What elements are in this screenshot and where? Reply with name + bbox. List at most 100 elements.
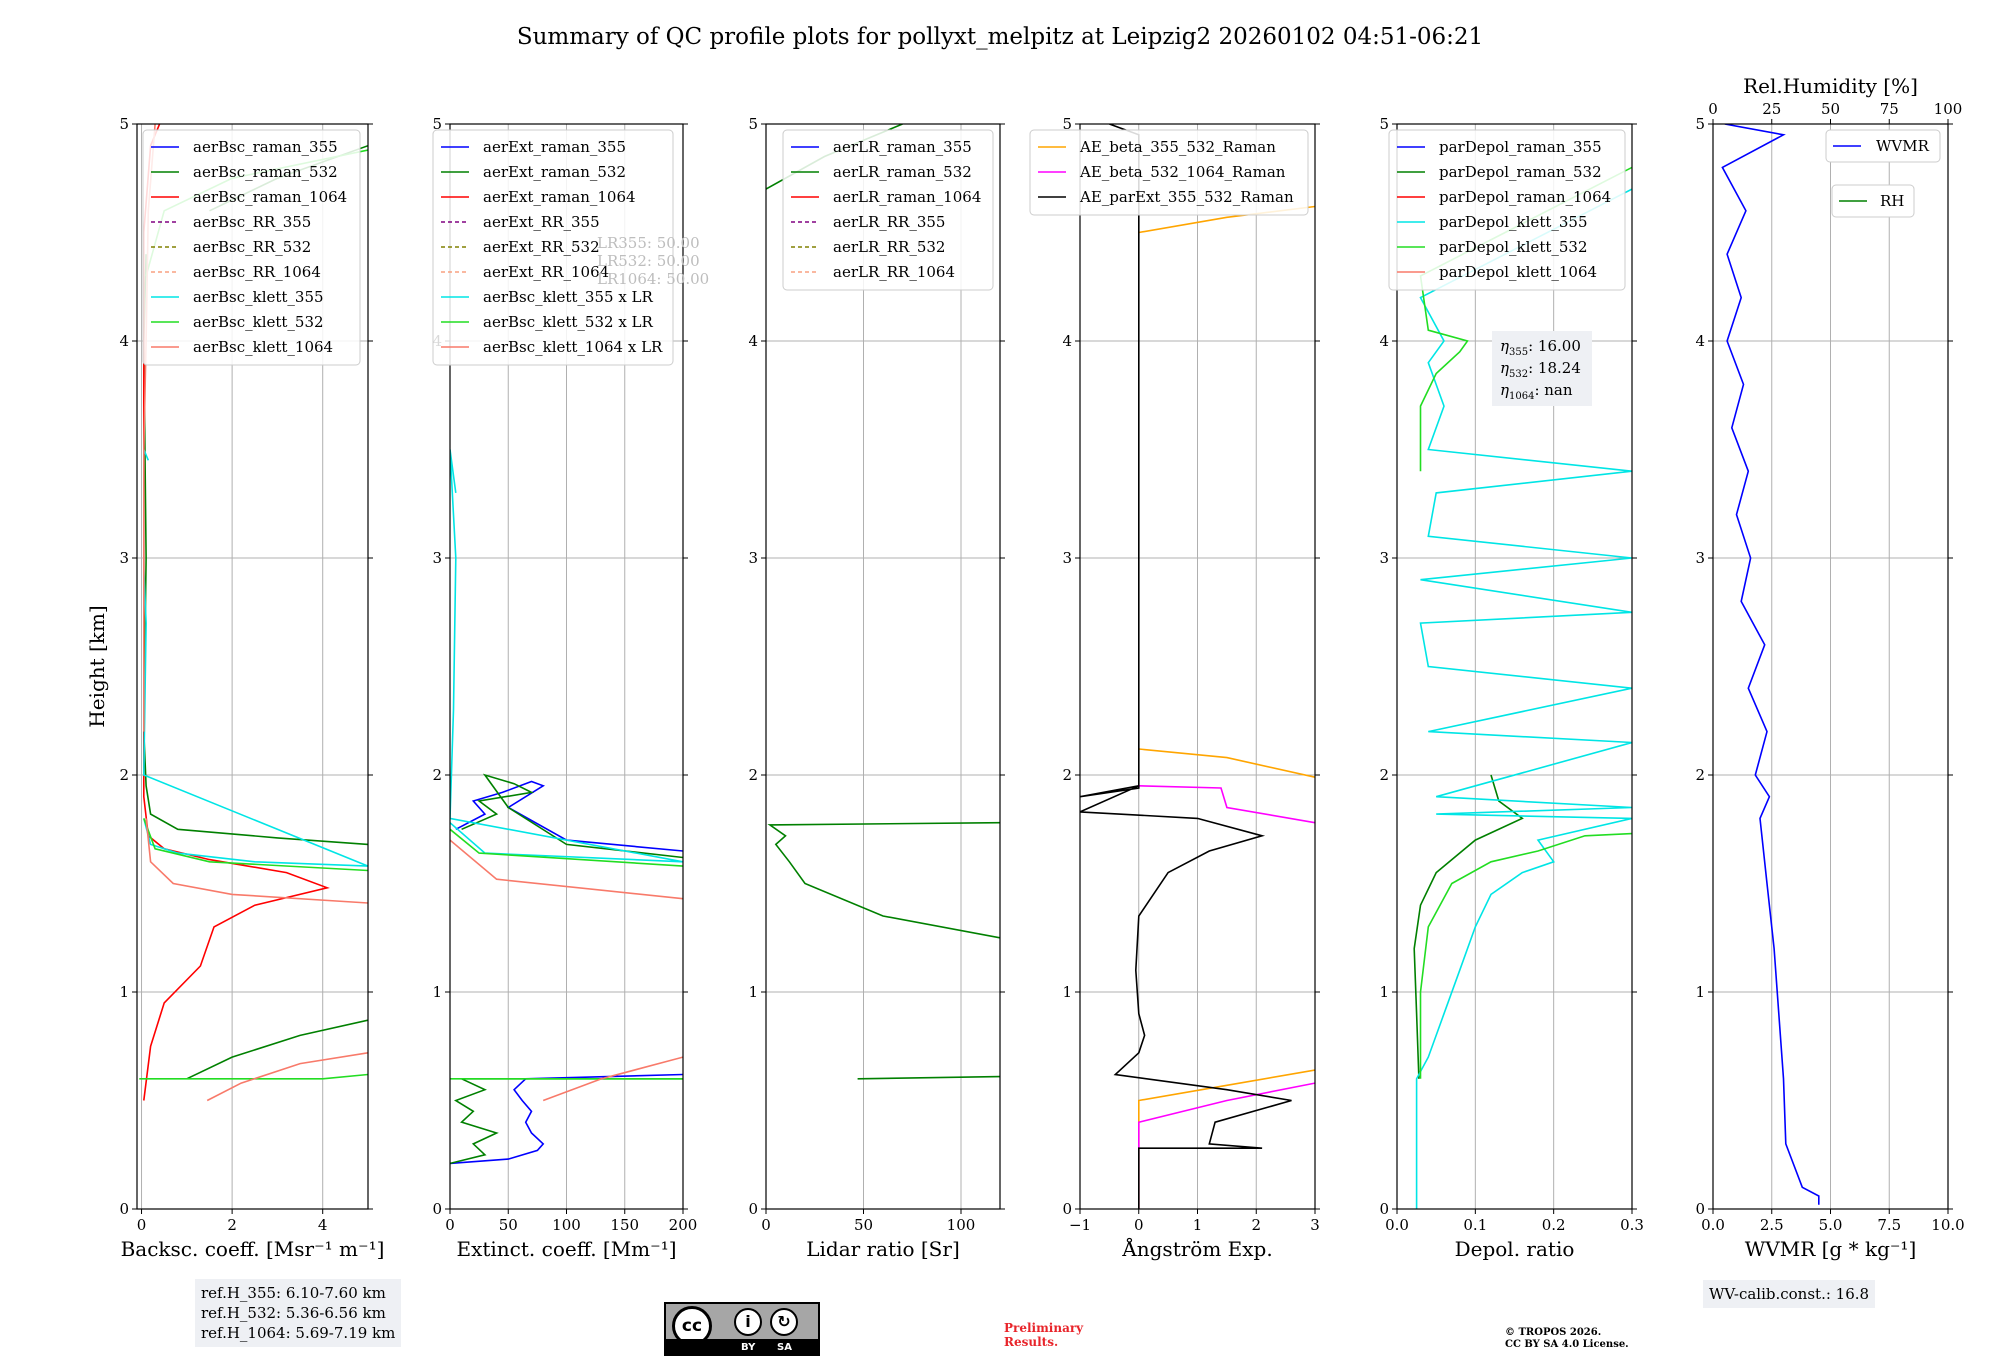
series-AE_beta_532_1064_Raman [1138, 785, 1315, 824]
y-tick-label: 5 [1379, 115, 1389, 133]
y-tick-label: 5 [1062, 115, 1072, 133]
ref-height-532: ref.H_532: 5.36-6.56 km [201, 1304, 386, 1322]
legend-entry: aerLR_RR_532 [833, 238, 945, 256]
y-tick-label: 2 [748, 766, 758, 784]
series-AE_beta_355_532_Raman [1138, 748, 1315, 778]
legend: aerExt_raman_355 aerExt_raman_532 aerExt_r… [432, 129, 674, 366]
legend-entry: AE_beta_355_532_Raman [1079, 138, 1276, 156]
top-tick-label: 50 [1821, 100, 1840, 118]
cc-by-sa-badge: cc i ↻ BY SA [664, 1302, 820, 1356]
series-aerBsc_raman_532 [186, 1019, 368, 1080]
top-tick-label: 75 [1880, 100, 1899, 118]
preliminary-line-2: Results. [1004, 1335, 1059, 1349]
y-tick-label: 0 [432, 1200, 442, 1218]
legend-box [1831, 184, 1915, 218]
y-tick-label: 4 [1695, 332, 1705, 350]
x-tick-label: 0 [445, 1216, 455, 1234]
attribution-icon: i [734, 1308, 762, 1336]
series-parDepol_klett_532 [1419, 832, 1632, 1079]
y-tick-label: 3 [1695, 549, 1705, 567]
y-tick-label: 3 [748, 549, 758, 567]
y-tick-label: 4 [1062, 332, 1072, 350]
ref-height-1064: ref.H_1064: 5.69-7.19 km [201, 1324, 396, 1342]
legend-box [142, 129, 361, 366]
x-tick-label: 0.3 [1620, 1216, 1644, 1234]
legend-box [1825, 129, 1941, 163]
series-aerBsc_klett_532 x LR [450, 828, 683, 867]
panel-6: 0.0 2.5 5.0 7.5 10.0 0 1 2 3 4 5 WVMR [g * kg⁻¹] 0 25… [1695, 74, 1964, 1261]
y-tick-label: 4 [1379, 332, 1389, 350]
y-tick-label: 0 [119, 1200, 129, 1218]
legend-entry: aerBsc_klett_1064 [193, 338, 333, 356]
x-tick-label: 50 [854, 1216, 873, 1234]
legend-entry: parDepol_klett_355 [1439, 213, 1588, 231]
legend-box [1388, 129, 1626, 291]
x-tick-label: 0.1 [1463, 1216, 1487, 1234]
legend-entry: parDepol_raman_355 [1439, 138, 1602, 156]
legend-entry: aerLR_raman_532 [833, 163, 972, 181]
legend-entry: aerBsc_RR_1064 [193, 263, 321, 281]
ref-height-box: ref.H_355: 6.10-7.60 km ref.H_532: 5.36-… [195, 1279, 402, 1347]
y-tick-label: 1 [1379, 983, 1389, 1001]
legend-entry: parDepol_raman_532 [1439, 163, 1602, 181]
x-axis-label: Extinct. coeff. [Mm⁻¹] [456, 1237, 676, 1261]
x-tick-label: −1 [1069, 1216, 1091, 1234]
copyright-line-1: © TROPOS 2026. [1505, 1327, 1602, 1338]
legend: WVMR RH [1825, 129, 1941, 218]
legend-entry: parDepol_klett_1064 [1439, 263, 1597, 281]
x-tick-label: 10.0 [1931, 1216, 1964, 1234]
ref-height-355: ref.H_355: 6.10-7.60 km [201, 1284, 386, 1302]
series-aerBsc_klett_532 [139, 1073, 368, 1080]
x-tick-label: 3 [1310, 1216, 1320, 1234]
legend-entry: aerExt_RR_1064 [483, 263, 609, 281]
faded-lr-0: LR355: 50.00 [597, 234, 700, 252]
preliminary-note: Preliminary Results. [1004, 1321, 1083, 1349]
x-tick-label: 0.0 [1701, 1216, 1725, 1234]
series-aerBsc_klett_1064 [206, 1052, 368, 1102]
chart-title: Summary of QC profile plots for pollyxt_… [517, 24, 1483, 50]
legend-box [782, 129, 994, 291]
faded-lr-1: LR532: 50.00 [597, 252, 700, 270]
legend-entry: aerBsc_raman_355 [193, 138, 338, 156]
x-tick-label: 2.5 [1760, 1216, 1784, 1234]
series-AE_beta_355_532_Raman [1138, 1069, 1315, 1209]
wv-calib-constant: WV-calib.const.: 16.8 [1709, 1285, 1870, 1303]
legend-entry: AE_beta_532_1064_Raman [1079, 163, 1286, 181]
y-tick-label: 4 [119, 332, 129, 350]
badge-sa-label: SA [777, 1342, 792, 1353]
x-tick-label: 0 [761, 1216, 771, 1234]
legend-box [432, 129, 674, 366]
series-aerBsc_klett_355 [142, 449, 368, 867]
series-aerLR_raman_532 [767, 821, 1000, 939]
badge-bar [666, 1339, 818, 1354]
y-tick-label: 1 [748, 983, 758, 1001]
series-aerExt_raman_532 [450, 1078, 683, 1165]
series-aerBsc_klett_532 [143, 818, 368, 872]
legend-entry: aerExt_raman_1064 [483, 188, 636, 206]
eta-box [1492, 331, 1592, 406]
legend-entry: aerLR_raman_355 [833, 138, 972, 156]
legend-entry: aerBsc_klett_355 [193, 288, 324, 306]
legend-box [1029, 129, 1309, 216]
y-tick-label: 0 [1379, 1200, 1389, 1218]
y-tick-label: 0 [1062, 1200, 1072, 1218]
copyright-note: © TROPOS 2026. CC BY SA 4.0 License. [1505, 1327, 1629, 1351]
legend-entry: parDepol_raman_1064 [1439, 188, 1611, 206]
y-tick-label: 4 [748, 332, 758, 350]
axes-frame [136, 123, 369, 1210]
legend-entry: aerBsc_klett_532 x LR [483, 313, 654, 331]
legend: AE_beta_355_532_Raman AE_beta_532_1064_Ra… [1029, 129, 1309, 216]
y-tick-label: 1 [1695, 983, 1705, 1001]
legend-entry: parDepol_klett_532 [1439, 238, 1588, 256]
series-AE_parExt_355_532_Raman [1080, 124, 1292, 1209]
x-tick-label: 2 [1251, 1216, 1261, 1234]
series-aerBsc_klett_1064 [145, 818, 368, 904]
panel-3: 0 50 100 0 1 2 3 4 5 Lidar ratio [Sr] aerLR_raman_… [748, 115, 1005, 1261]
y-tick-label: 2 [1379, 766, 1389, 784]
y-tick-label: 1 [432, 983, 442, 1001]
legend: parDepol_raman_355 parDepol_raman_532 parD… [1388, 129, 1626, 291]
y-tick-label: 2 [1062, 766, 1072, 784]
y-tick-label: 0 [748, 1200, 758, 1218]
